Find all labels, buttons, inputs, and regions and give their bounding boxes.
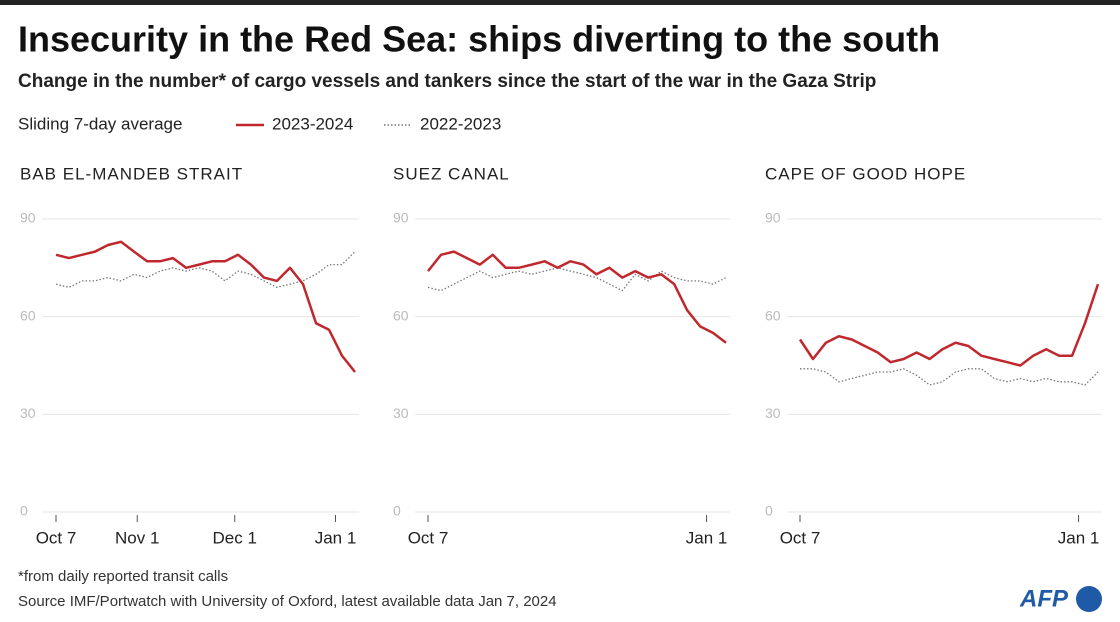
y-tick-label: 60 <box>393 307 409 323</box>
series-line <box>427 267 727 292</box>
x-tick-label: Jan 1 <box>1058 528 1100 547</box>
y-tick-label: 30 <box>20 405 36 421</box>
y-tick-label: 90 <box>765 210 781 226</box>
series-line <box>798 283 1100 367</box>
y-tick-label: 0 <box>765 503 773 519</box>
series-line <box>55 251 356 289</box>
top-bar <box>0 0 1120 5</box>
y-tick-label: 30 <box>393 405 409 421</box>
logo: AFP <box>1019 585 1069 612</box>
page-title: Insecurity in the Red Sea: ships diverti… <box>18 19 940 60</box>
legend-title: Sliding 7-day average <box>18 114 182 133</box>
y-tick-label: 60 <box>20 307 36 323</box>
y-tick-label: 60 <box>765 307 781 323</box>
series-line <box>55 240 356 373</box>
x-tick-label: Dec 1 <box>213 528 257 547</box>
x-tick-label: Jan 1 <box>686 528 728 547</box>
footnote: *from daily reported transit calls <box>18 568 228 585</box>
legend-label: 2022-2023 <box>420 114 501 133</box>
y-tick-label: 0 <box>20 503 28 519</box>
y-tick-label: 30 <box>765 405 781 421</box>
series-line <box>427 250 727 344</box>
source: Source IMF/Portwatch with University of … <box>18 593 557 610</box>
x-tick-label: Nov 1 <box>115 528 159 547</box>
y-tick-label: 90 <box>20 210 36 226</box>
series-line <box>800 368 1099 386</box>
x-tick-label: Jan 1 <box>315 528 357 547</box>
legend-label: 2023-2024 <box>272 114 353 133</box>
y-tick-label: 0 <box>393 503 401 519</box>
panel-title: BAB EL-MANDEB STRAIT <box>20 164 243 183</box>
y-tick-label: 90 <box>393 210 409 226</box>
logo-dot <box>1076 586 1102 612</box>
page-subtitle: Change in the number* of cargo vessels a… <box>18 71 876 92</box>
panel-title: CAPE OF GOOD HOPE <box>765 164 966 183</box>
x-tick-label: Oct 7 <box>36 528 77 547</box>
x-tick-label: Oct 7 <box>408 528 449 547</box>
x-tick-label: Oct 7 <box>780 528 821 547</box>
panel-title: SUEZ CANAL <box>393 164 510 183</box>
